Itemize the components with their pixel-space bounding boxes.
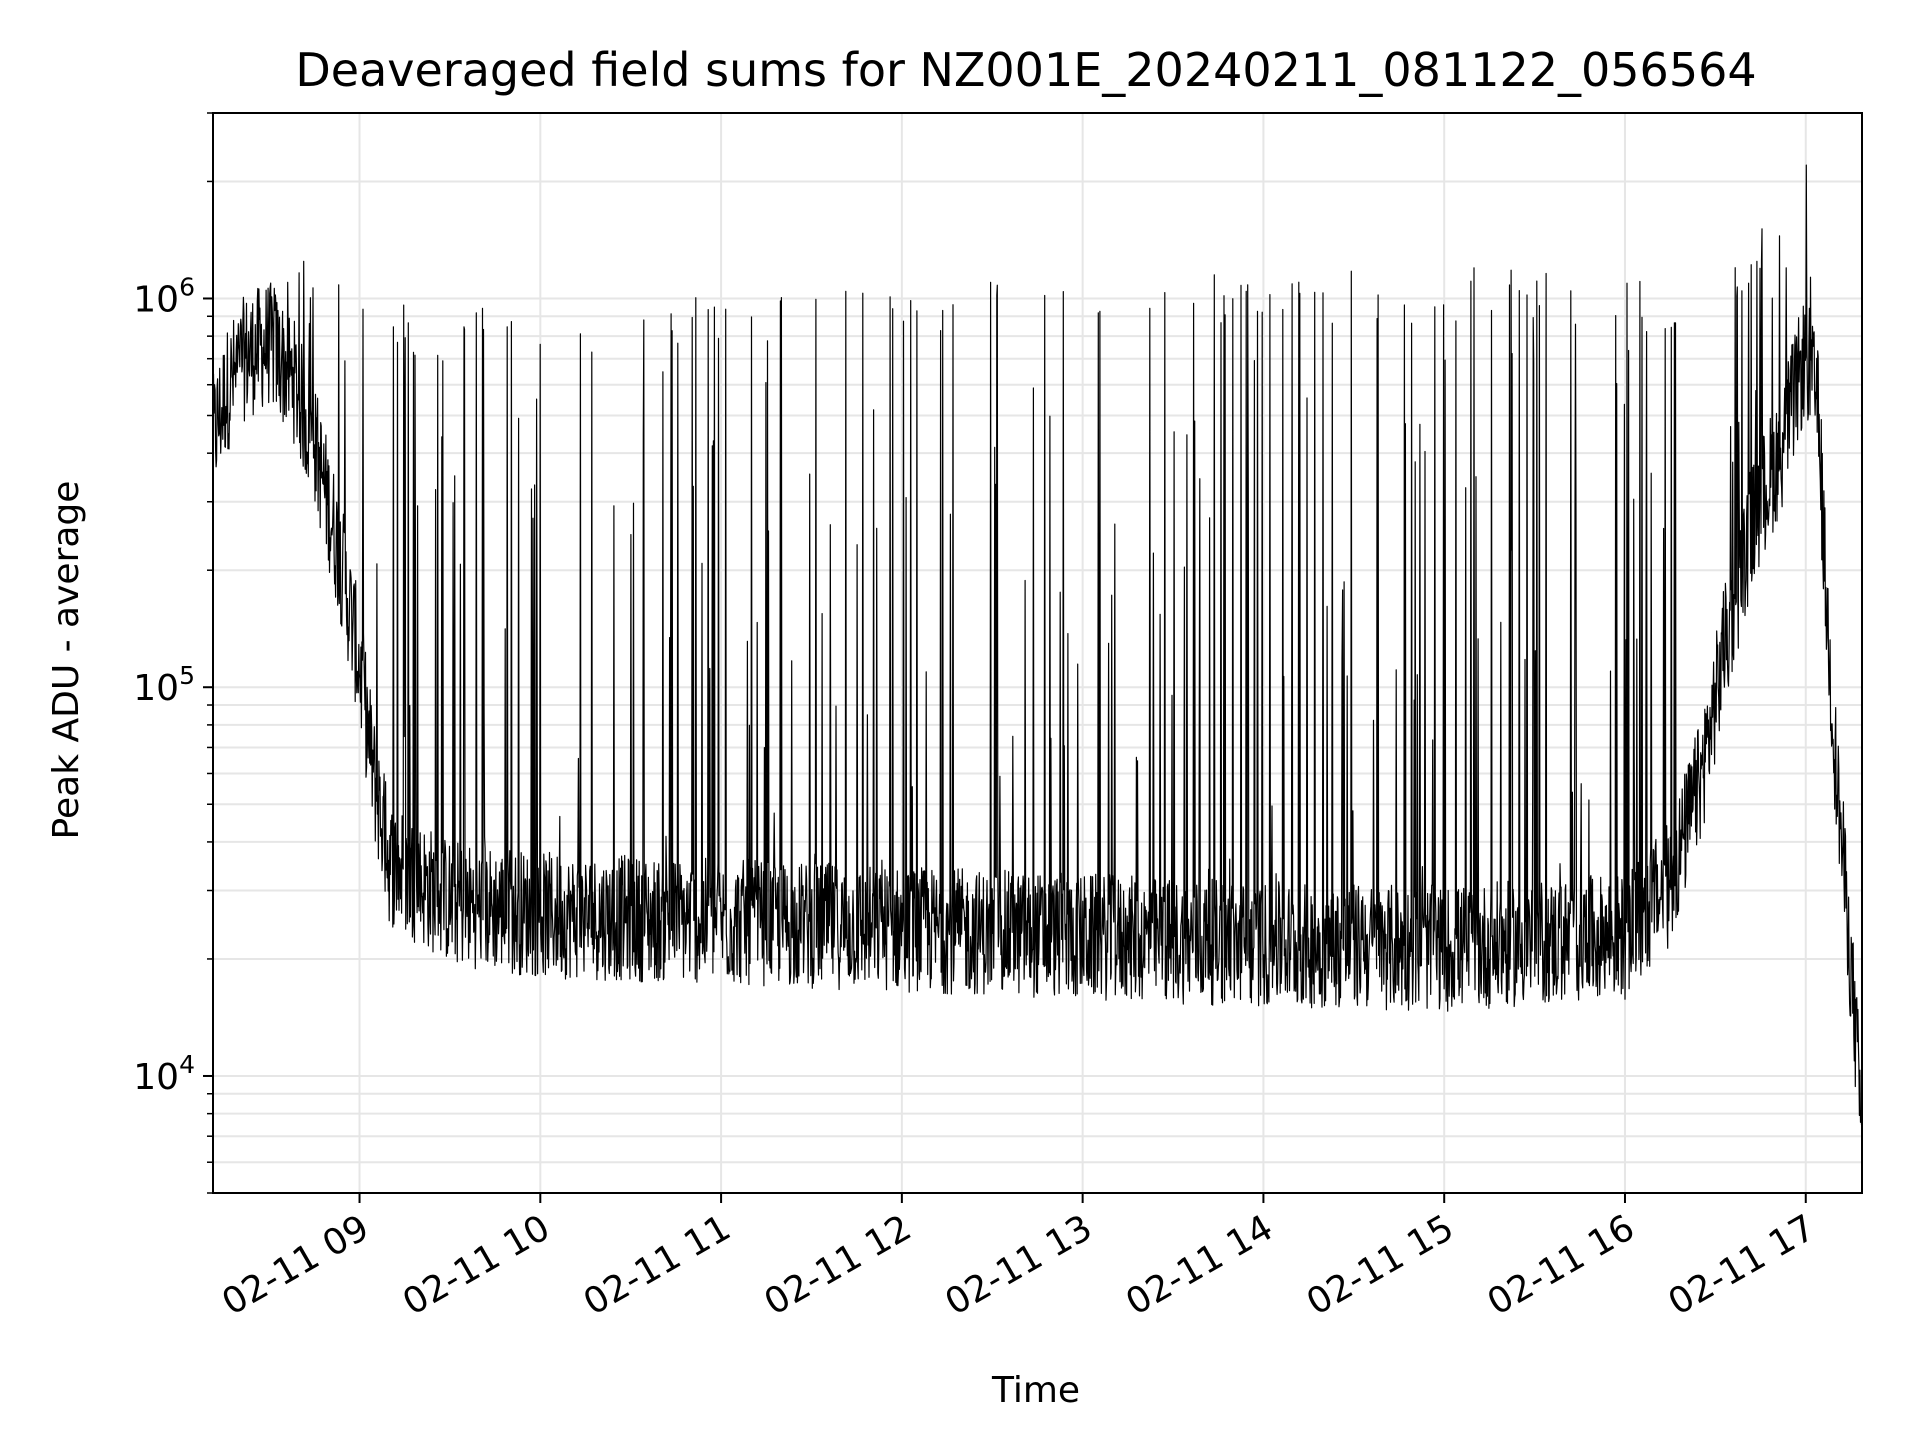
y-tick-label-base: 10 [133,1057,179,1098]
y-tick-label-base: 10 [133,279,179,320]
y-tick-label-exponent: 4 [179,1050,195,1079]
data-layer [212,164,1863,1126]
x-axis-label: Time [991,1370,1080,1411]
y-tick-label: 105 [133,661,195,709]
chart-title: Deaveraged field sums for NZ001E_2024021… [295,43,1756,97]
series-line [212,164,1863,1126]
y-tick-label-base: 10 [133,668,179,709]
y-tick-label: 106 [133,272,195,320]
y-tick-label: 104 [133,1050,195,1098]
y-tick-label-exponent: 6 [179,272,195,301]
grid-layer [213,112,1862,1194]
y-tick-label-exponent: 5 [179,661,195,690]
y-axis-label: Peak ADU - average [46,481,87,840]
plot-frame [212,112,1863,1194]
